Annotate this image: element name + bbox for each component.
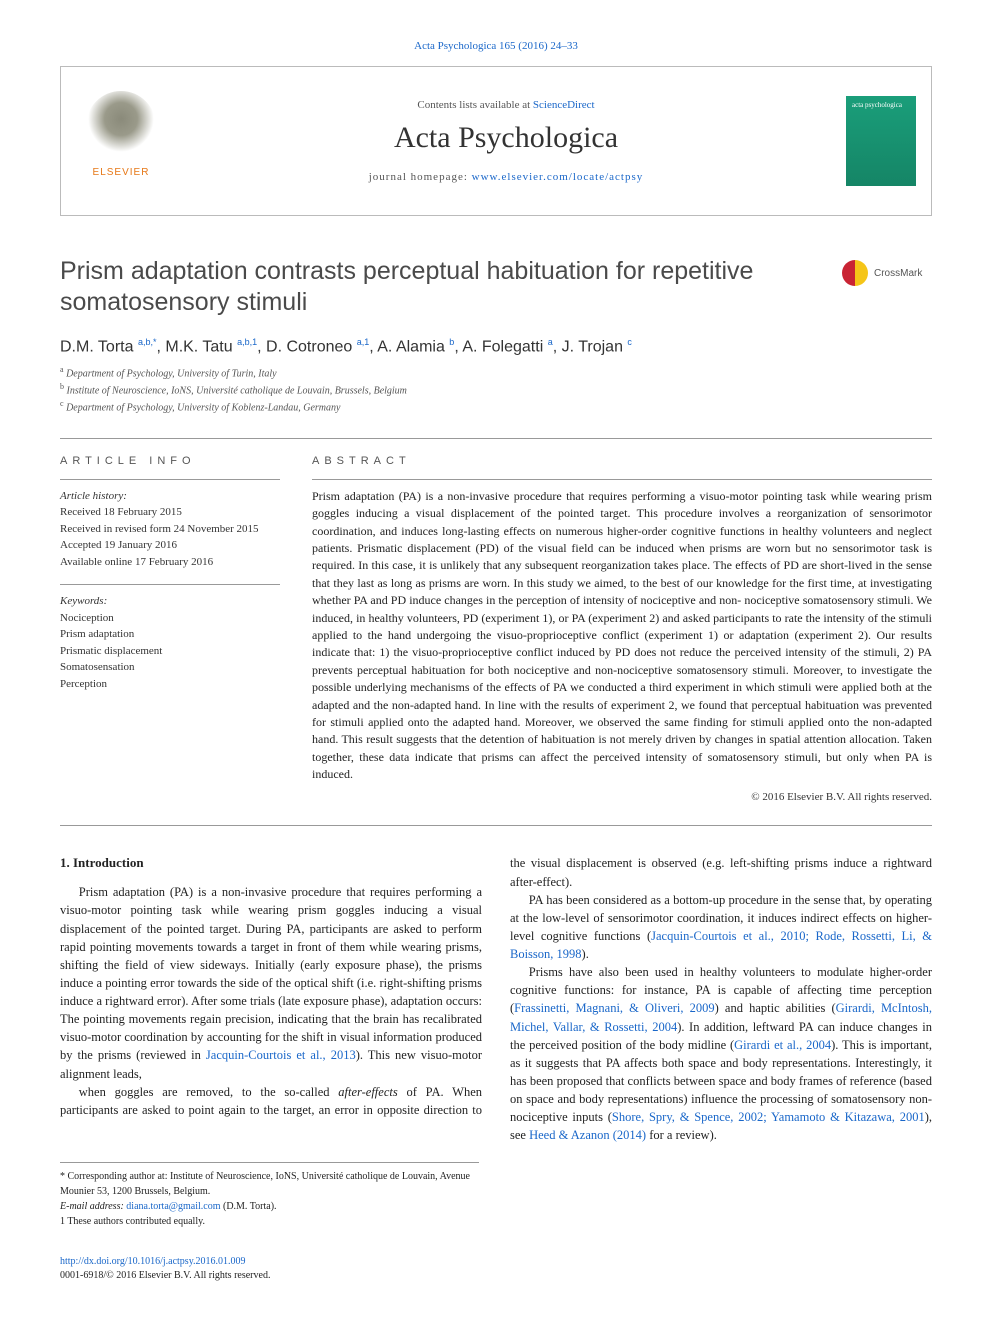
crossmark-label: CrossMark <box>874 268 922 279</box>
email-link[interactable]: diana.torta@gmail.com <box>126 1201 220 1212</box>
keywords-block: Keywords: Nociception Prism adaptation P… <box>60 584 280 692</box>
history-1: Received in revised form 24 November 201… <box>60 521 280 538</box>
homepage-line: journal homepage: www.elsevier.com/locat… <box>369 171 644 183</box>
crossmark-icon <box>842 260 868 286</box>
contents-line: Contents lists available at ScienceDirec… <box>417 99 594 111</box>
bottom-bar: http://dx.doi.org/10.1016/j.actpsy.2016.… <box>60 1255 932 1283</box>
history-3: Available online 17 February 2016 <box>60 554 280 571</box>
history-0: Received 18 February 2015 <box>60 504 280 521</box>
corresponding-author: * Corresponding author at: Institute of … <box>60 1169 479 1199</box>
elsevier-tree-icon <box>86 91 156 161</box>
header-center: Contents lists available at ScienceDirec… <box>181 67 831 215</box>
history-label: Article history: <box>60 488 280 505</box>
keyword-4: Perception <box>60 676 280 693</box>
elsevier-logo[interactable]: ELSEVIER <box>81 91 161 191</box>
intro-heading: 1. Introduction <box>60 854 482 873</box>
page-root: Acta Psychologica 165 (2016) 24–33 ELSEV… <box>0 0 992 1333</box>
authors-line: D.M. Torta a,b,*, M.K. Tatu a,b,1, D. Co… <box>60 337 932 356</box>
article-title: Prism adaptation contrasts perceptual ha… <box>60 256 822 319</box>
journal-name: Acta Psychologica <box>394 121 618 155</box>
journal-header: ELSEVIER Contents lists available at Sci… <box>60 66 932 216</box>
body-p-3: Prisms have also been used in healthy vo… <box>510 963 932 1144</box>
issn-copyright: 0001-6918/© 2016 Elsevier B.V. All right… <box>60 1269 932 1283</box>
keyword-3: Somatosensation <box>60 659 280 676</box>
sciencedirect-link[interactable]: ScienceDirect <box>533 99 595 111</box>
keywords-label: Keywords: <box>60 593 280 610</box>
divider-top <box>60 438 932 439</box>
email-suffix: (D.M. Torta). <box>223 1201 277 1212</box>
journal-cover[interactable]: acta psychologica <box>846 96 916 186</box>
body-p-0: Prism adaptation (PA) is a non-invasive … <box>60 883 482 1082</box>
body-section: 1. Introduction Prism adaptation (PA) is… <box>60 854 932 1144</box>
abstract-text: Prism adaptation (PA) is a non-invasive … <box>312 479 932 784</box>
keyword-0: Nociception <box>60 610 280 627</box>
article-info-heading: ARTICLE INFO <box>60 455 280 467</box>
homepage-link[interactable]: www.elsevier.com/locate/actpsy <box>472 171 644 183</box>
affiliations: a Department of Psychology, University o… <box>60 364 932 416</box>
affiliation-b: b Institute of Neuroscience, IoNS, Unive… <box>60 381 932 398</box>
article-history-block: Article history: Received 18 February 20… <box>60 479 280 571</box>
divider-bottom <box>60 825 932 826</box>
article-info-col: ARTICLE INFO Article history: Received 1… <box>60 455 280 804</box>
top-citation: Acta Psychologica 165 (2016) 24–33 <box>60 40 932 52</box>
info-abstract-row: ARTICLE INFO Article history: Received 1… <box>60 455 932 804</box>
keyword-1: Prism adaptation <box>60 626 280 643</box>
email-label: E-mail address: <box>60 1201 124 1212</box>
abstract-copyright: © 2016 Elsevier B.V. All rights reserved… <box>312 791 932 803</box>
affiliation-c: c Department of Psychology, University o… <box>60 398 932 415</box>
affiliation-a: a Department of Psychology, University o… <box>60 364 932 381</box>
journal-cover-area: acta psychologica <box>831 67 931 215</box>
doi-link[interactable]: http://dx.doi.org/10.1016/j.actpsy.2016.… <box>60 1256 246 1267</box>
equal-contribution: 1 These authors contributed equally. <box>60 1214 479 1229</box>
elsevier-label: ELSEVIER <box>93 167 150 178</box>
keyword-2: Prismatic displacement <box>60 643 280 660</box>
abstract-heading: ABSTRACT <box>312 455 932 467</box>
homepage-prefix: journal homepage: <box>369 171 472 183</box>
contents-prefix: Contents lists available at <box>417 99 532 111</box>
journal-cover-text: acta psychologica <box>852 102 910 110</box>
title-row: Prism adaptation contrasts perceptual ha… <box>60 256 932 319</box>
body-p-2: PA has been considered as a bottom-up pr… <box>510 891 932 964</box>
publisher-logo-area: ELSEVIER <box>61 67 181 215</box>
abstract-col: ABSTRACT Prism adaptation (PA) is a non-… <box>312 455 932 804</box>
footnotes: * Corresponding author at: Institute of … <box>60 1162 479 1229</box>
email-line: E-mail address: diana.torta@gmail.com (D… <box>60 1199 479 1214</box>
crossmark-badge[interactable]: CrossMark <box>842 260 932 286</box>
history-2: Accepted 19 January 2016 <box>60 537 280 554</box>
